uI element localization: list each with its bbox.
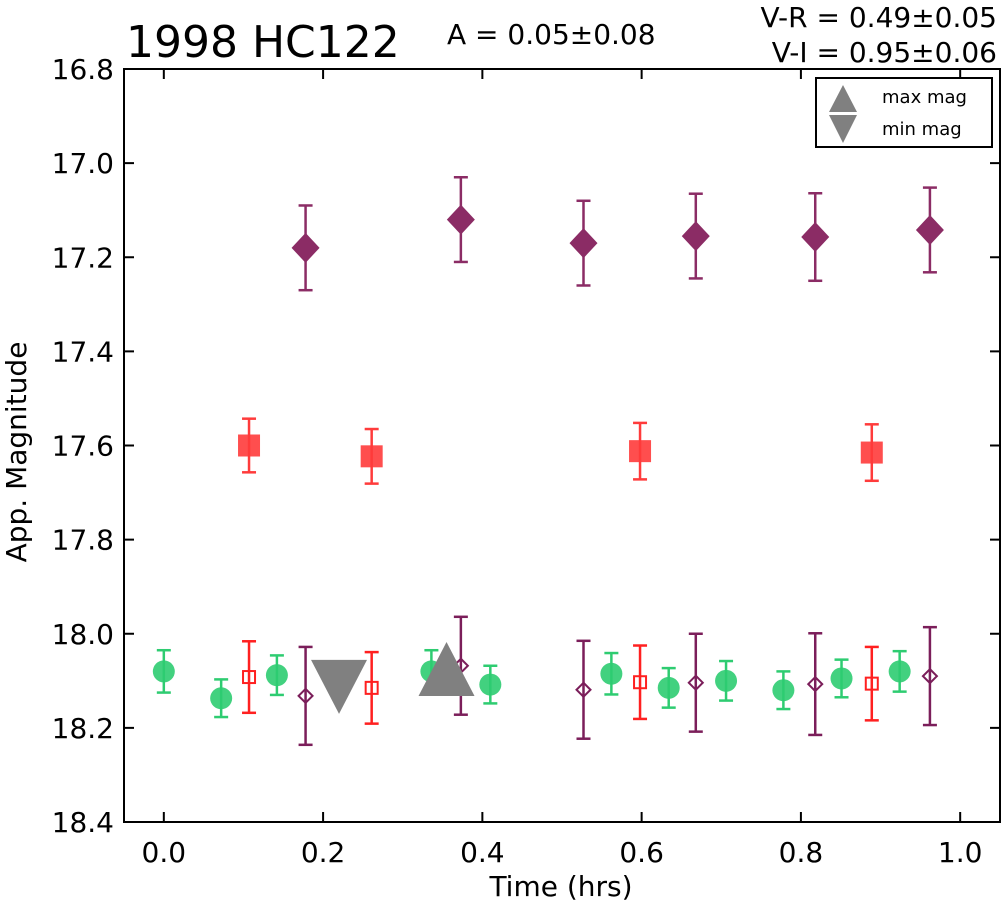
data-point-circle: [210, 687, 233, 710]
data-point-square: [864, 676, 879, 691]
data-point-circle: [152, 660, 175, 683]
data-point-max-mag: [418, 642, 475, 697]
series-7: [418, 642, 475, 697]
data-point-square: [238, 434, 261, 457]
data-point-square: [360, 445, 383, 468]
data-point-circle: [772, 679, 795, 702]
y-tick-label: 18.4: [52, 806, 114, 839]
x-tick-label: 0.8: [779, 836, 824, 869]
data-point-circle: [715, 669, 738, 692]
data-point-circle: [265, 664, 288, 687]
series-1: [291, 175, 944, 292]
legend: max mag min mag: [815, 77, 993, 148]
x-tick-label: 0.4: [460, 836, 505, 869]
y-tick-label: 17.6: [52, 430, 114, 463]
data-marks: [152, 175, 944, 747]
data-point-diamond: [806, 675, 824, 693]
data-point-diamond: [921, 667, 939, 685]
chart-title: 1998 HC122: [126, 17, 400, 68]
x-tick-label: 1.0: [938, 836, 983, 869]
data-point-diamond: [297, 687, 314, 705]
x-tick-label: 0.6: [619, 836, 664, 869]
y-tick-label: 17.0: [52, 147, 114, 180]
amplitude-text: A = 0.05±0.08: [447, 18, 656, 51]
series-6: [311, 659, 368, 714]
data-point-min-mag: [311, 659, 368, 714]
data-point-square: [364, 680, 379, 695]
legend-min-mag-label: min mag: [882, 119, 962, 140]
series-3: [152, 648, 911, 719]
data-point-square: [629, 440, 652, 463]
data-point-diamond: [681, 221, 710, 252]
data-point-circle: [830, 667, 853, 690]
data-point-circle: [600, 662, 623, 685]
legend-max-mag-label: max mag: [882, 87, 967, 108]
x-tick-label: 0.0: [142, 836, 187, 869]
legend-max-mag-marker: [829, 85, 857, 112]
series-4: [242, 640, 879, 725]
y-tick-label: 17.2: [52, 241, 114, 274]
y-tick-label: 17.8: [52, 524, 114, 557]
series-2: [238, 417, 883, 485]
color-index-vi: V-I = 0.95±0.06: [772, 36, 997, 69]
x-tick-label: 0.2: [301, 836, 346, 869]
data-point-diamond: [687, 674, 705, 692]
y-axis-label: App. Magnitude: [0, 342, 33, 563]
data-point-square: [633, 675, 648, 690]
data-point-diamond: [446, 204, 475, 235]
y-tick-label: 18.2: [52, 712, 114, 745]
data-point-circle: [888, 660, 911, 683]
y-tick-label: 18.0: [52, 618, 114, 651]
data-point-diamond: [801, 222, 830, 253]
data-point-diamond: [569, 228, 598, 259]
plot-frame: [123, 68, 1001, 823]
y-tick-label: 17.4: [52, 335, 114, 368]
x-axis-label: Time (hrs): [488, 870, 632, 903]
y-tick-label: 16.8: [52, 53, 114, 86]
legend-min-mag-marker: [829, 115, 857, 143]
data-point-diamond: [575, 681, 592, 699]
data-point-diamond: [915, 214, 944, 245]
data-point-square: [242, 670, 257, 685]
axis-ticks: 0.0 0.2 0.4 0.6 0.8 1.0 16.8 17.0 17.2 17.4 17.6 17…: [52, 53, 1000, 869]
data-point-circle: [479, 673, 502, 696]
data-point-square: [860, 441, 883, 464]
data-point-circle: [657, 676, 680, 699]
data-point-diamond: [291, 232, 320, 263]
color-index-vr: V-R = 0.49±0.05: [761, 1, 997, 34]
